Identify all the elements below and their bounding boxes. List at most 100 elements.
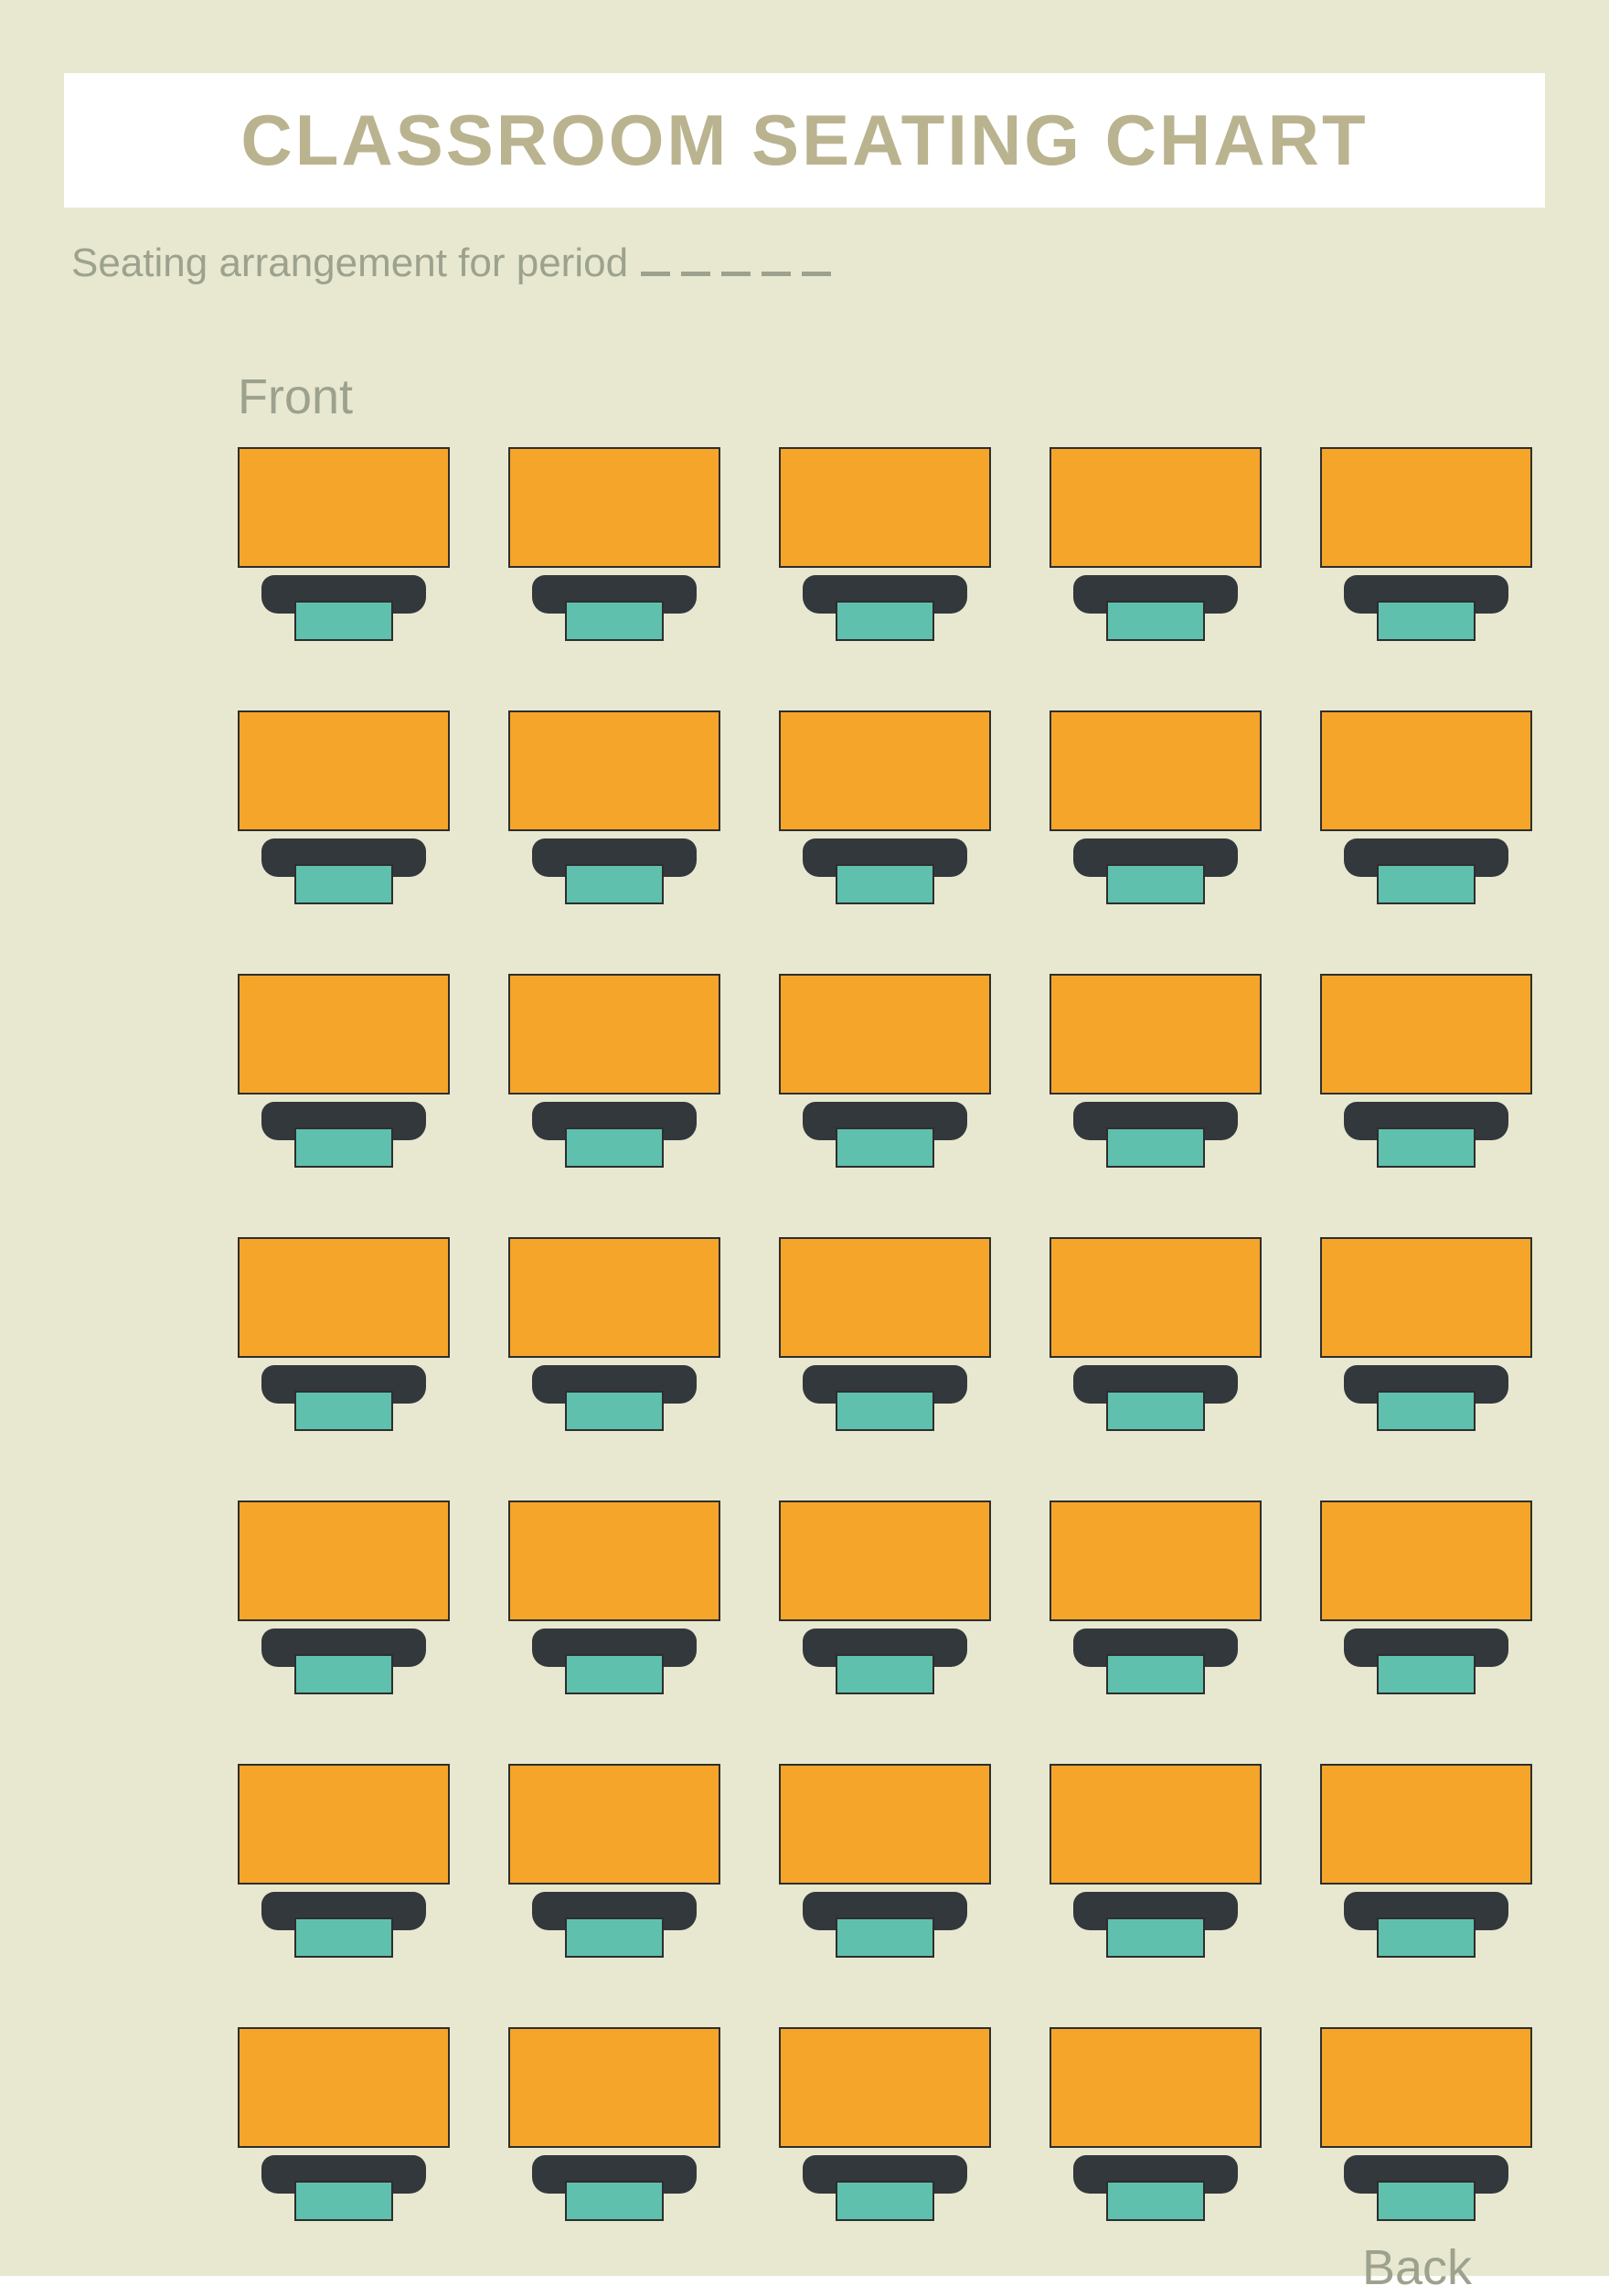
seat-row xyxy=(238,710,1545,904)
chair-seat-icon xyxy=(294,2181,393,2221)
front-label: Front xyxy=(238,368,1545,425)
seat-unit xyxy=(508,974,720,1168)
seat-unit xyxy=(238,1764,450,1958)
seat-unit xyxy=(1320,1237,1532,1431)
chair-seat-icon xyxy=(294,864,393,904)
chair-seat-icon xyxy=(836,1127,934,1168)
chair-seat-icon xyxy=(294,1127,393,1168)
seat-unit xyxy=(1050,710,1262,904)
desk-icon xyxy=(1320,2027,1532,2148)
seat-unit xyxy=(1320,1764,1532,1958)
seat-row xyxy=(238,1237,1545,1431)
desk-icon xyxy=(1050,2027,1262,2148)
back-label: Back xyxy=(64,2239,1472,2296)
desk-icon xyxy=(779,447,991,568)
seat-row xyxy=(238,2027,1545,2221)
seat-row xyxy=(238,1764,1545,1958)
subtitle-row: Seating arrangement for period xyxy=(64,240,1545,286)
seat-row xyxy=(238,974,1545,1168)
desk-icon xyxy=(238,1237,450,1358)
desk-icon xyxy=(1320,447,1532,568)
seat-unit xyxy=(508,710,720,904)
seat-unit xyxy=(238,447,450,641)
chair-seat-icon xyxy=(565,1127,664,1168)
blank-dash xyxy=(721,272,751,276)
seat-unit xyxy=(1320,447,1532,641)
chair-seat-icon xyxy=(565,864,664,904)
chair-seat-icon xyxy=(836,864,934,904)
desk-icon xyxy=(1050,1764,1262,1885)
desk-icon xyxy=(1050,974,1262,1095)
seat-unit xyxy=(238,710,450,904)
period-blank xyxy=(641,272,831,276)
seat-unit xyxy=(1050,1764,1262,1958)
desk-icon xyxy=(1050,447,1262,568)
chair-seat-icon xyxy=(1106,1127,1205,1168)
chair-seat-icon xyxy=(1377,1917,1476,1958)
chair-seat-icon xyxy=(1377,1391,1476,1431)
chair-seat-icon xyxy=(565,2181,664,2221)
desk-icon xyxy=(238,710,450,831)
desk-icon xyxy=(1320,1237,1532,1358)
seat-unit xyxy=(779,710,991,904)
chair-seat-icon xyxy=(1106,864,1205,904)
chair-seat-icon xyxy=(294,1654,393,1694)
chair-seat-icon xyxy=(1377,864,1476,904)
seat-unit xyxy=(1050,1500,1262,1694)
seat-unit xyxy=(238,2027,450,2221)
blank-dash xyxy=(681,272,710,276)
desk-icon xyxy=(1050,1500,1262,1621)
desk-icon xyxy=(779,1500,991,1621)
desk-icon xyxy=(1320,1500,1532,1621)
seat-unit xyxy=(1050,1237,1262,1431)
desk-icon xyxy=(508,2027,720,2148)
seat-row xyxy=(238,1500,1545,1694)
desk-icon xyxy=(1320,710,1532,831)
chair-seat-icon xyxy=(836,601,934,641)
chair-seat-icon xyxy=(836,1391,934,1431)
desk-icon xyxy=(779,1764,991,1885)
seat-unit xyxy=(779,1500,991,1694)
seat-unit xyxy=(1050,2027,1262,2221)
desk-icon xyxy=(508,710,720,831)
seat-unit xyxy=(238,1237,450,1431)
subtitle-text: Seating arrangement for period xyxy=(71,240,628,286)
page-title: CLASSROOM SEATING CHART xyxy=(101,99,1508,182)
desk-icon xyxy=(1320,1764,1532,1885)
chair-seat-icon xyxy=(836,1654,934,1694)
desk-icon xyxy=(238,1764,450,1885)
seat-unit xyxy=(1320,974,1532,1168)
chair-seat-icon xyxy=(1377,1127,1476,1168)
seat-unit xyxy=(1050,447,1262,641)
seat-unit xyxy=(779,1764,991,1958)
seat-unit xyxy=(508,1237,720,1431)
seat-unit xyxy=(779,447,991,641)
chair-seat-icon xyxy=(1106,1917,1205,1958)
chair-seat-icon xyxy=(565,1654,664,1694)
chair-seat-icon xyxy=(294,601,393,641)
seat-unit xyxy=(508,2027,720,2221)
chair-seat-icon xyxy=(565,1391,664,1431)
desk-icon xyxy=(238,2027,450,2148)
seat-row xyxy=(238,447,1545,641)
blank-dash xyxy=(641,272,670,276)
chair-seat-icon xyxy=(1106,601,1205,641)
chair-seat-icon xyxy=(294,1391,393,1431)
desk-icon xyxy=(779,2027,991,2148)
seat-unit xyxy=(508,1500,720,1694)
desk-icon xyxy=(1320,974,1532,1095)
chair-seat-icon xyxy=(1106,1654,1205,1694)
seat-unit xyxy=(779,974,991,1168)
desk-icon xyxy=(779,710,991,831)
seat-unit xyxy=(1320,2027,1532,2221)
chair-seat-icon xyxy=(1377,1654,1476,1694)
seat-unit xyxy=(1050,974,1262,1168)
desk-icon xyxy=(1050,1237,1262,1358)
desk-icon xyxy=(508,447,720,568)
blank-dash xyxy=(802,272,831,276)
desk-icon xyxy=(779,1237,991,1358)
blank-dash xyxy=(762,272,791,276)
desk-icon xyxy=(238,447,450,568)
desk-icon xyxy=(508,1237,720,1358)
desk-icon xyxy=(508,1500,720,1621)
